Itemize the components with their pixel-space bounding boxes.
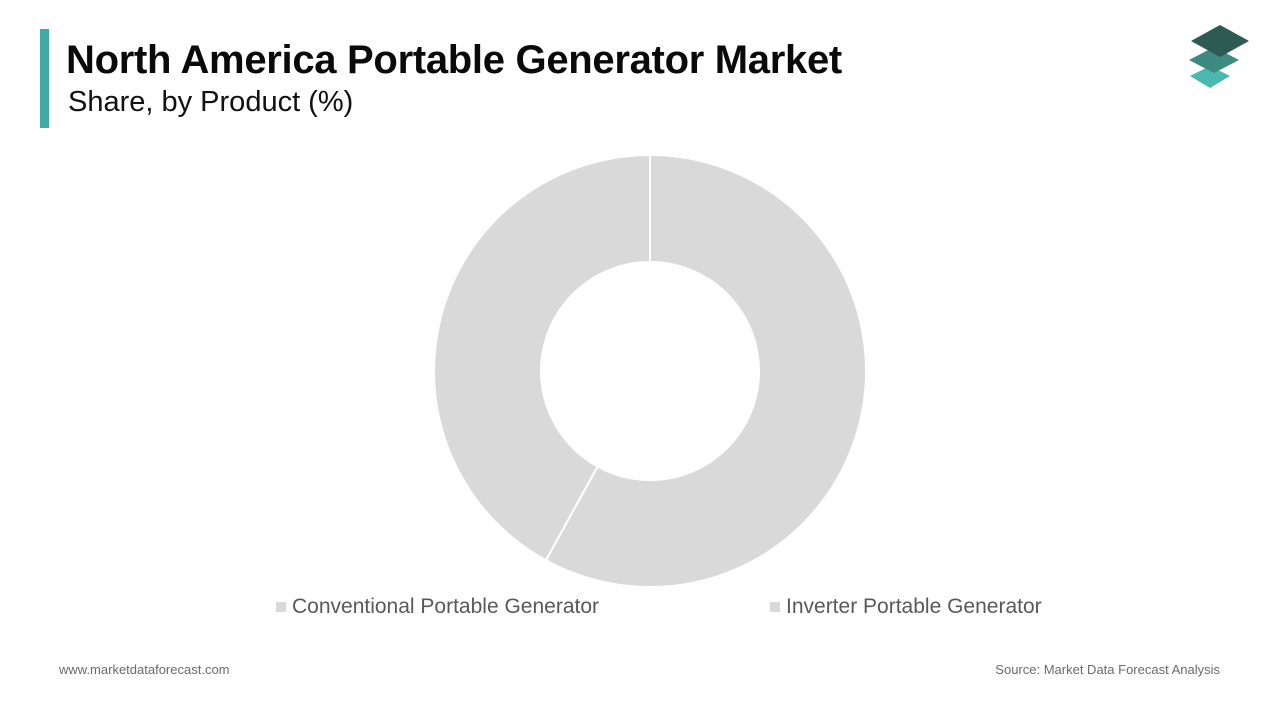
donut-slices (433, 153, 867, 588)
legend-item-inverter: Inverter Portable Generator (770, 594, 1042, 620)
stacked-layers-icon (1189, 25, 1249, 88)
legend-swatch-conventional (276, 602, 286, 612)
slice-inverter (433, 153, 651, 562)
title-accent-bar (40, 29, 49, 128)
page-title: North America Portable Generator Market (66, 38, 842, 82)
legend-swatch-inverter (770, 602, 780, 612)
page-subtitle: Share, by Product (%) (68, 86, 354, 118)
website-link[interactable]: www.marketdataforecast.com (59, 662, 230, 677)
source-note: Source: Market Data Forecast Analysis (995, 662, 1220, 677)
slice-conventional (544, 153, 867, 588)
legend-item-conventional: Conventional Portable Generator (276, 594, 599, 620)
legend-label-conventional: Conventional Portable Generator (292, 595, 600, 618)
legend-label-inverter: Inverter Portable Generator (786, 595, 1042, 618)
logo-layer-bottom (1190, 66, 1230, 88)
logo-layer-top (1191, 25, 1249, 57)
logo-layer-middle (1189, 47, 1239, 73)
